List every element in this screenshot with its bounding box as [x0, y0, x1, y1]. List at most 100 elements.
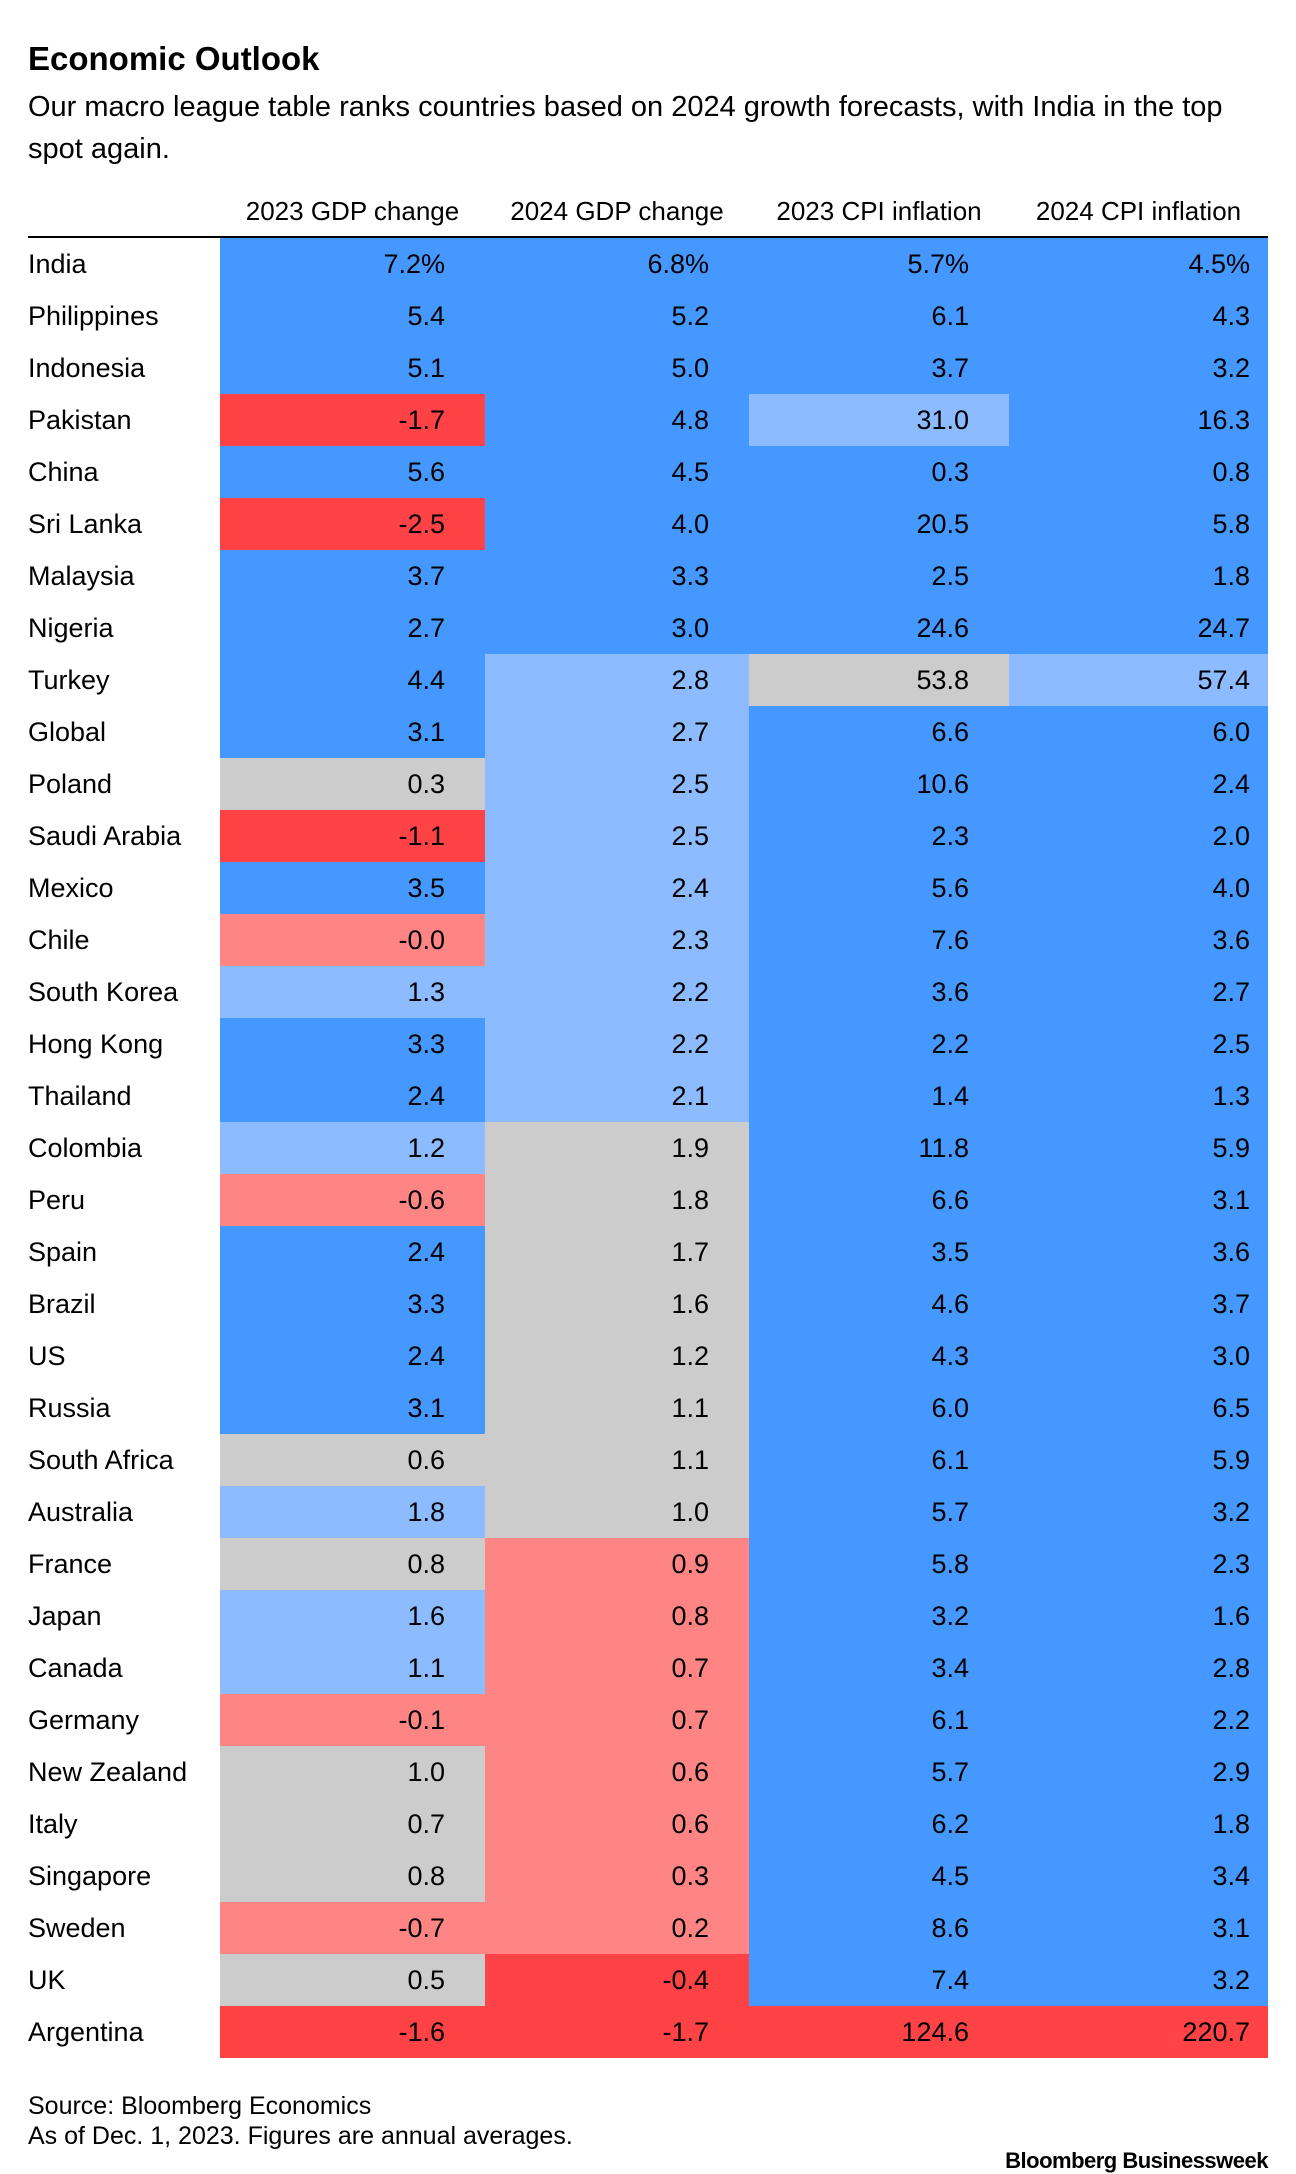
table-row: Spain 2.4 1.7 3.5 3.6 — [0, 1226, 1296, 1278]
cell-gdp-2023: 0.5 — [220, 1954, 485, 2006]
cell-cpi-2024: 4.5% — [1009, 238, 1268, 290]
cell-cpi-2024: 5.9 — [1009, 1122, 1268, 1174]
cell-gdp-2023: 3.1 — [220, 1382, 485, 1434]
table-row: South Korea 1.3 2.2 3.6 2.7 — [0, 966, 1296, 1018]
country-label: South Korea — [28, 977, 179, 1007]
cell-gdp-2023: -0.0 — [220, 914, 485, 966]
cell-cpi-2024: 24.7 — [1009, 602, 1268, 654]
cell-cpi-2024: 1.6 — [1009, 1590, 1268, 1642]
cell-cpi-2024: 4.3 — [1009, 290, 1268, 342]
cell-cpi-2024: 57.4 — [1009, 654, 1268, 706]
cell-gdp-2024: 1.9 — [485, 1122, 749, 1174]
cell-gdp-2023: 5.4 — [220, 290, 485, 342]
country-label: Saudi Arabia — [28, 821, 182, 851]
cell-cpi-2023: 20.5 — [749, 498, 1009, 550]
cell-cpi-2024: 3.2 — [1009, 1486, 1268, 1538]
country-label: Nigeria — [28, 613, 114, 643]
cell-cpi-2023: 7.4 — [749, 1954, 1009, 2006]
table-row: Thailand 2.4 2.1 1.4 1.3 — [0, 1070, 1296, 1122]
table-row: Argentina -1.6 -1.7 124.6 220.7 — [0, 2006, 1296, 2058]
column-header-2023-cpi: 2023 CPI inflation — [776, 196, 982, 226]
country-label: Colombia — [28, 1133, 143, 1163]
cell-gdp-2023: 1.3 — [220, 966, 485, 1018]
country-label: Brazil — [28, 1289, 96, 1319]
column-header-2024-gdp: 2024 GDP change — [510, 196, 724, 226]
country-label: UK — [28, 1965, 66, 1995]
country-label: India — [28, 249, 87, 279]
table-row: France 0.8 0.9 5.8 2.3 — [0, 1538, 1296, 1590]
country-label: Philippines — [28, 301, 159, 331]
cell-cpi-2023: 8.6 — [749, 1902, 1009, 1954]
cell-cpi-2023: 4.5 — [749, 1850, 1009, 1902]
cell-cpi-2024: 2.8 — [1009, 1642, 1268, 1694]
cell-cpi-2024: 1.8 — [1009, 1798, 1268, 1850]
country-label: China — [28, 457, 99, 487]
cell-cpi-2023: 2.3 — [749, 810, 1009, 862]
cell-cpi-2023: 6.1 — [749, 290, 1009, 342]
cell-cpi-2024: 2.3 — [1009, 1538, 1268, 1590]
cell-cpi-2023: 7.6 — [749, 914, 1009, 966]
cell-cpi-2024: 16.3 — [1009, 394, 1268, 446]
table-row: Global 3.1 2.7 6.6 6.0 — [0, 706, 1296, 758]
table-row: Chile -0.0 2.3 7.6 3.6 — [0, 914, 1296, 966]
cell-gdp-2024: 1.6 — [485, 1278, 749, 1330]
country-label: Hong Kong — [28, 1029, 164, 1059]
cell-cpi-2024: 3.6 — [1009, 1226, 1268, 1278]
cell-gdp-2024: 0.7 — [485, 1642, 749, 1694]
column-header-2024-cpi: 2024 CPI inflation — [1035, 196, 1242, 226]
country-label: Russia — [28, 1393, 111, 1423]
cell-cpi-2024: 1.8 — [1009, 550, 1268, 602]
cell-cpi-2023: 5.7% — [749, 238, 1009, 290]
cell-gdp-2024: 4.8 — [485, 394, 749, 446]
country-label: Singapore — [28, 1861, 152, 1891]
cell-gdp-2023: -0.7 — [220, 1902, 485, 1954]
chart-title: Economic Outlook — [28, 40, 320, 77]
country-label: South Africa — [28, 1445, 174, 1475]
cell-gdp-2023: -0.1 — [220, 1694, 485, 1746]
cell-cpi-2023: 24.6 — [749, 602, 1009, 654]
cell-gdp-2024: 1.1 — [485, 1382, 749, 1434]
cell-gdp-2024: 1.2 — [485, 1330, 749, 1382]
cell-cpi-2023: 6.1 — [749, 1434, 1009, 1486]
cell-cpi-2024: 0.8 — [1009, 446, 1268, 498]
cell-cpi-2023: 4.6 — [749, 1278, 1009, 1330]
cell-gdp-2023: 3.5 — [220, 862, 485, 914]
country-label: Argentina — [28, 2017, 144, 2047]
cell-cpi-2023: 1.4 — [749, 1070, 1009, 1122]
country-label: Malaysia — [28, 561, 135, 591]
table-row: Peru -0.6 1.8 6.6 3.1 — [0, 1174, 1296, 1226]
table-header: 2023 GDP change 2024 GDP change 2023 CPI… — [0, 190, 1296, 232]
cell-cpi-2023: 5.7 — [749, 1486, 1009, 1538]
cell-cpi-2023: 0.3 — [749, 446, 1009, 498]
cell-cpi-2023: 31.0 — [749, 394, 1009, 446]
table-row: Mexico 3.5 2.4 5.6 4.0 — [0, 862, 1296, 914]
country-label: Sweden — [28, 1913, 126, 1943]
cell-gdp-2024: 6.8% — [485, 238, 749, 290]
cell-gdp-2023: 1.1 — [220, 1642, 485, 1694]
cell-gdp-2024: 3.0 — [485, 602, 749, 654]
cell-gdp-2023: 0.8 — [220, 1850, 485, 1902]
cell-gdp-2023: 3.7 — [220, 550, 485, 602]
cell-cpi-2023: 2.5 — [749, 550, 1009, 602]
cell-cpi-2024: 5.9 — [1009, 1434, 1268, 1486]
cell-cpi-2023: 6.6 — [749, 1174, 1009, 1226]
header-divider — [28, 236, 1268, 238]
cell-cpi-2024: 5.8 — [1009, 498, 1268, 550]
cell-gdp-2023: 3.3 — [220, 1018, 485, 1070]
country-label: Australia — [28, 1497, 134, 1527]
table-row: Hong Kong 3.3 2.2 2.2 2.5 — [0, 1018, 1296, 1070]
chart-subtitle: Our macro league table ranks countries b… — [28, 91, 1223, 165]
table-row: Germany -0.1 0.7 6.1 2.2 — [0, 1694, 1296, 1746]
cell-gdp-2024: 2.5 — [485, 758, 749, 810]
cell-cpi-2024: 2.9 — [1009, 1746, 1268, 1798]
country-label: Turkey — [28, 665, 110, 695]
cell-gdp-2024: 4.0 — [485, 498, 749, 550]
country-label: Sri Lanka — [28, 509, 143, 539]
cell-gdp-2024: 1.1 — [485, 1434, 749, 1486]
cell-gdp-2023: -0.6 — [220, 1174, 485, 1226]
brand-logo-text: Bloomberg Businessweek — [1005, 2148, 1268, 2173]
cell-gdp-2024: 1.8 — [485, 1174, 749, 1226]
country-label: Indonesia — [28, 353, 146, 383]
cell-gdp-2023: 0.8 — [220, 1538, 485, 1590]
cell-cpi-2023: 3.2 — [749, 1590, 1009, 1642]
